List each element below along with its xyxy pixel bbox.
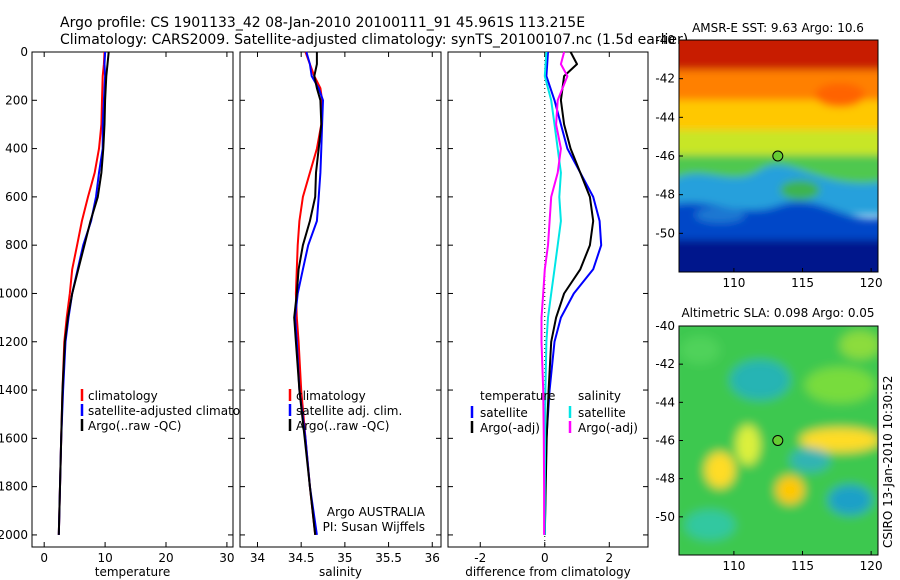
sla-map-xtick-label: 115 [791,559,814,573]
temperature-xtick-label: 10 [97,551,112,565]
salinity-xtick-label: 36 [425,551,440,565]
depth-tick-label: 1800 [0,480,28,494]
sla-map-ytick-label: -40 [655,319,675,333]
sla-map-ytick-label: -42 [655,357,675,371]
salinity-series-argo [293,52,323,536]
difference-xtick-label: -2 [474,551,486,565]
sla-heatmap [679,326,878,555]
difference-axes-box [447,51,649,548]
depth-tick-label: 200 [5,93,28,107]
temperature-xtick-label: 0 [40,551,48,565]
sla-map-xtick-label: 120 [860,559,883,573]
argo-annotation: PI: Susan Wijffels [323,520,425,534]
salinity-legend-label: satellite adj. clim. [296,404,402,418]
depth-tick-label: 1600 [0,431,28,445]
diff-legend-label: satellite [578,406,626,420]
sst-map-xtick-label: 115 [791,276,814,290]
sla-map-ytick-label: -50 [655,510,675,524]
difference-xlabel: difference from climatology [465,565,631,579]
depth-tick-label: 1400 [0,383,28,397]
sla-axes: 110 115 120 -40 -42 -44 -46 -48 -50 [655,319,882,573]
difference-series-salinity-satellite [543,51,562,535]
salinity-panel: 34 34.5 35 35.5 36 salinity climatologysatelli… [239,51,442,579]
depth-tick-label: 400 [5,142,28,156]
temperature-xtick-label: 20 [158,551,173,565]
diff-legend-label: Argo(-adj) [578,421,638,435]
salinity-series-climatology [294,51,324,536]
salinity-xtick-label: 35 [337,551,352,565]
salinity-legend-label: climatology [296,389,366,403]
sst-map-argo-marker [772,150,784,162]
sla-map-ytick-label: -48 [655,472,675,486]
temperature-xlabel: temperature [95,565,170,579]
credit-text: CSIRO 13-Jan-2010 10:30:52 [881,376,895,548]
difference-xtick-label: 2 [605,551,613,565]
sst-map-xtick-label: 110 [722,276,745,290]
salinity-xtick-label: 34 [250,551,265,565]
depth-tick-label: 600 [5,190,28,204]
sst-map-ytick-label: -42 [655,72,675,86]
salinity-legend-label: Argo(..raw -QC) [296,419,389,433]
temperature-legend-label: Argo(..raw -QC) [88,419,181,433]
sst-map-xtick-label: 120 [860,276,883,290]
legend-group-title: salinity [578,389,621,403]
sst-map-ytick-label: -40 [655,33,675,47]
salinity-xlabel: salinity [319,565,362,579]
depth-tick-label: 0 [20,45,28,59]
temperature-axes-box [31,51,234,548]
depth-tick-label: 1200 [0,335,28,349]
depth-tick-label: 800 [5,238,28,252]
figure-title-line1: Argo profile: CS 1901133_42 08-Jan-2010 … [60,15,585,31]
sla-map-xtick-label: 110 [722,559,745,573]
temperature-legend-label: satellite-adjusted climatology [88,404,266,418]
sla-map-ytick-label: -46 [655,434,675,448]
sst-map-ytick-label: -48 [655,188,675,202]
diff-legend-label: Argo(-adj) [480,421,540,435]
salinity-axes-box [239,51,442,548]
sst-axes: 110 115 120 -40 -42 -44 -46 -48 -50 [655,33,882,290]
difference-xtick-label: 0 [541,551,549,565]
temperature-xtick-label: 30 [219,551,234,565]
sla-map-ytick-label: -44 [655,395,675,409]
temperature-panel: 0 10 20 30 0 200 400 600 800 1000 1200 1400 1600 1800… [0,45,266,579]
sst-map-ytick-label: -46 [655,149,675,163]
sst-map-title: AMSR-E SST: 9.63 Argo: 10.6 [692,21,864,35]
depth-tick-label: 2000 [0,528,28,542]
sst-map-ytick-label: -44 [655,110,675,124]
sst-map-ytick-label: -50 [655,226,675,240]
temperature-series-argo [57,51,110,535]
figure-title-line2: Climatology: CARS2009. Satellite-adjuste… [60,32,688,48]
depth-tick-label: 1000 [0,286,28,300]
salinity-xtick-label: 34.5 [288,551,315,565]
salinity-xtick-label: 35.5 [375,551,402,565]
sla-map-argo-marker [772,435,784,446]
difference-series-temperature-argo [543,51,595,535]
legend-group-title: temperature [480,389,555,403]
argo-annotation: Argo AUSTRALIA [327,505,426,519]
difference-series-salinity-argo [540,51,569,535]
diff-legend-label: satellite [480,406,528,420]
temperature-legend-label: climatology [88,389,158,403]
sla-map-title: Altimetric SLA: 0.098 Argo: 0.05 [681,306,874,320]
